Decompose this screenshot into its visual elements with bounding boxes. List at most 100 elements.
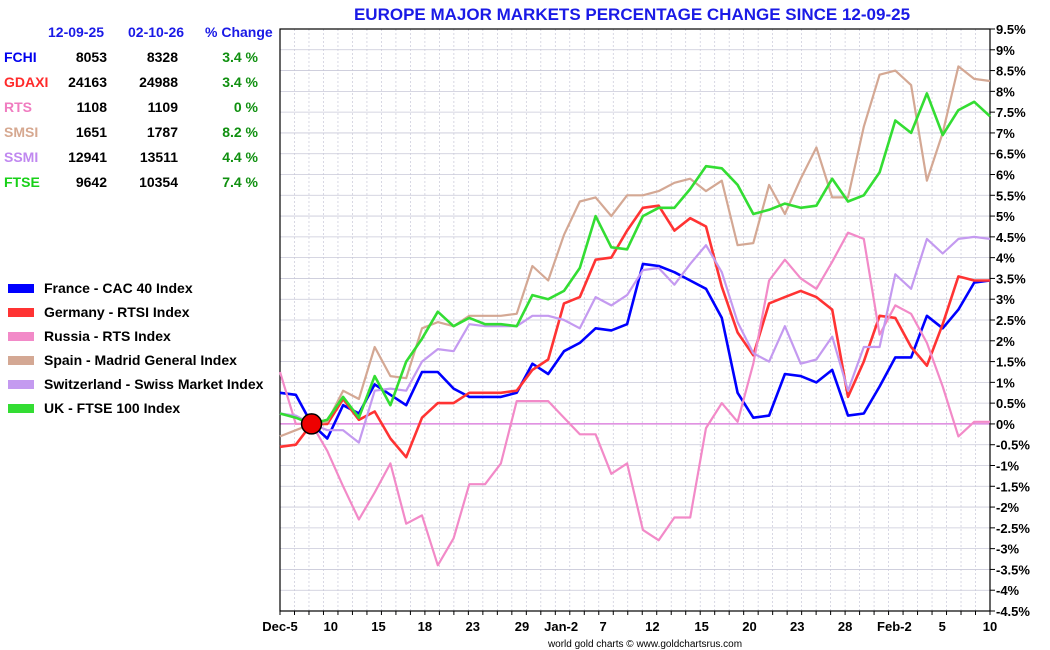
- y-tick-label: 4%: [996, 251, 1015, 266]
- y-tick-label: 8%: [996, 84, 1015, 99]
- y-tick-label: 1%: [996, 375, 1015, 390]
- table-cell-change: 4.4 %: [222, 149, 258, 165]
- table-cell-change: 7.4 %: [222, 174, 258, 190]
- y-tick-label: 2%: [996, 334, 1015, 349]
- legend-label: UK - FTSE 100 Index: [44, 400, 181, 416]
- table-header: % Change: [205, 24, 273, 40]
- legend-swatch: [8, 331, 34, 341]
- series-line-uk: [279, 92, 991, 426]
- table-cell-start: 9642: [75, 174, 107, 190]
- y-tick-label: -2%: [996, 500, 1020, 515]
- y-tick-label: 5%: [996, 209, 1015, 224]
- x-tick-label: 12: [645, 619, 659, 634]
- table-cell-start: 1651: [75, 124, 107, 140]
- x-tick-label: 23: [790, 619, 804, 634]
- x-tick-label: 10: [983, 619, 997, 634]
- legend-label: Germany - RTSI Index: [44, 304, 190, 320]
- table-header: 12-09-25: [48, 24, 105, 40]
- y-tick-label: -1%: [996, 459, 1020, 474]
- y-tick-label: 3.5%: [996, 271, 1026, 286]
- x-tick-label: 10: [323, 619, 337, 634]
- y-tick-label: -3.5%: [996, 562, 1030, 577]
- x-tick-label: 7: [600, 619, 607, 634]
- table-cell-end: 24988: [139, 74, 178, 90]
- table-row-name: RTS: [4, 99, 32, 115]
- legend-item: France - CAC 40 Index: [8, 280, 193, 296]
- y-tick-label: -0.5%: [996, 438, 1030, 453]
- table-row-name: SMSI: [4, 124, 39, 140]
- legend-swatch: [8, 403, 34, 413]
- legend-item: Germany - RTSI Index: [8, 304, 189, 320]
- table-cell-end: 8328: [146, 49, 178, 65]
- x-tick-label: 15: [371, 619, 385, 634]
- series-line-spain: [279, 65, 991, 438]
- y-tick-label: 9%: [996, 43, 1015, 58]
- y-tick-label: 2.5%: [996, 313, 1026, 328]
- table-row-name: FCHI: [4, 49, 37, 65]
- y-tick-label: 7%: [996, 126, 1015, 141]
- table-cell-change: 3.4 %: [222, 74, 258, 90]
- y-tick-label: 0.5%: [996, 396, 1026, 411]
- x-tick-label: Dec-5: [262, 619, 297, 634]
- y-tick-label: -4.5%: [996, 604, 1030, 619]
- table-cell-start: 1108: [76, 99, 107, 115]
- table-cell-end: 10354: [139, 174, 178, 190]
- legend-label: Russia - RTS Index: [44, 328, 171, 344]
- series-lines: [278, 65, 991, 567]
- legend-label: Spain - Madrid General Index: [44, 352, 237, 368]
- y-tick-label: -2.5%: [996, 521, 1030, 536]
- y-tick-label: 3%: [996, 292, 1015, 307]
- y-tick-label: 6%: [996, 168, 1015, 183]
- series-line-germany: [279, 204, 990, 459]
- y-tick-label: 1.5%: [996, 355, 1026, 370]
- y-tick-label: 0%: [996, 417, 1015, 432]
- legend-swatch: [8, 307, 34, 317]
- table-cell-change: 0 %: [233, 99, 258, 115]
- legend-item: Russia - RTS Index: [8, 328, 171, 344]
- series-line-russia: [278, 231, 990, 567]
- table-cell-change: 3.4 %: [222, 49, 258, 65]
- y-tick-label: 7.5%: [996, 105, 1026, 120]
- x-tick-label: 20: [742, 619, 756, 634]
- legend-item: Spain - Madrid General Index: [8, 352, 237, 368]
- legend-item: UK - FTSE 100 Index: [8, 400, 180, 416]
- x-tick-label: Feb-2: [877, 619, 912, 634]
- y-tick-label: -1.5%: [996, 479, 1030, 494]
- credit-text: world gold charts © www.goldchartsrus.co…: [547, 639, 742, 650]
- chart-title: EUROPE MAJOR MARKETS PERCENTAGE CHANGE S…: [354, 5, 910, 24]
- x-tick-label: 18: [418, 619, 432, 634]
- y-tick-label: 6.5%: [996, 147, 1026, 162]
- x-tick-label: 5: [939, 619, 946, 634]
- table-cell-end: 13511: [139, 149, 178, 165]
- legend-label: Switzerland - Swiss Market Index: [44, 376, 264, 392]
- x-tick-label: 23: [465, 619, 479, 634]
- x-tick-label: Jan-2: [544, 619, 578, 634]
- table-row-name: FTSE: [4, 174, 40, 190]
- table-cell-start: 12941: [68, 149, 107, 165]
- y-tick-label: 5.5%: [996, 188, 1026, 203]
- legend-swatch: [8, 379, 34, 389]
- y-tick-label: 4.5%: [996, 230, 1026, 245]
- legend-swatch: [8, 355, 34, 365]
- table-row-name: GDAXI: [4, 74, 49, 90]
- legend-swatch: [8, 283, 34, 293]
- y-tick-label: -4%: [996, 583, 1020, 598]
- x-tick-label: 29: [515, 619, 529, 634]
- x-tick-label: 28: [838, 619, 852, 634]
- x-axis: Dec-5 10 15 18 23 29 Jan-2 7 12 15 20 23 28 Feb-2 5 10: [262, 611, 997, 634]
- table-cell-change: 8.2 %: [222, 124, 258, 140]
- table-cell-end: 1109: [147, 99, 178, 115]
- y-tick-label: -3%: [996, 542, 1020, 557]
- y-axis: 9.5% 9% 8.5% 8% 7.5% 7% 6.5% 6% 5.5% 5% 4.5% 4% 3.5%…: [990, 22, 1030, 619]
- table-header: 02-10-26: [128, 24, 185, 40]
- base-date-marker: [300, 413, 323, 435]
- series-line-switzerland: [279, 235, 991, 444]
- legend-label: France - CAC 40 Index: [44, 280, 193, 296]
- x-tick-label: 15: [694, 619, 708, 634]
- y-tick-label: 8.5%: [996, 64, 1026, 79]
- table-cell-start: 24163: [68, 74, 107, 90]
- table-cell-end: 1787: [146, 124, 178, 140]
- table-row-name: SSMI: [4, 149, 39, 165]
- y-tick-label: 9.5%: [996, 22, 1026, 37]
